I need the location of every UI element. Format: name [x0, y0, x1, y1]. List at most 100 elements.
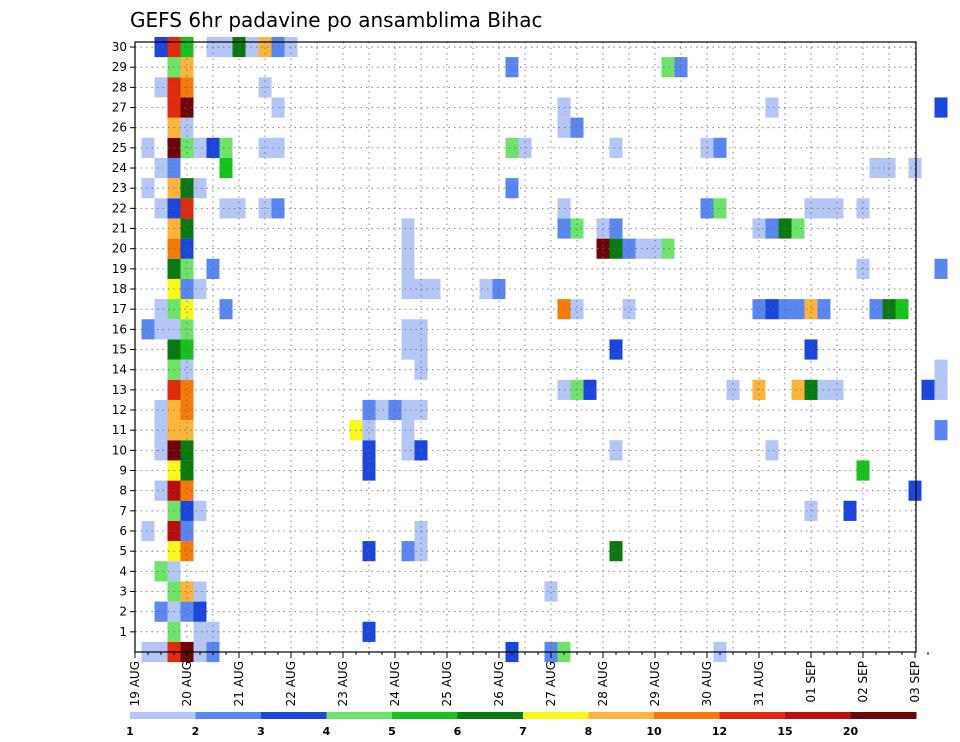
heatmap-cell	[752, 218, 766, 239]
heatmap-cell	[505, 137, 519, 158]
heatmap-cell	[154, 399, 168, 421]
heatmap-cell	[154, 77, 168, 98]
y-tick-label: 29	[112, 60, 127, 74]
x-tick-label: 27 AUG	[544, 661, 558, 706]
y-tick-label: 22	[112, 201, 127, 215]
y-tick-label: 20	[112, 242, 127, 256]
heatmap-cell	[895, 299, 909, 320]
y-tick-label: 23	[112, 181, 127, 195]
heatmap-cell	[791, 299, 805, 320]
y-tick-label: 9	[119, 464, 127, 478]
heatmap-cell	[427, 278, 441, 300]
colorbar-swatch	[326, 712, 393, 719]
y-tick-label: 24	[112, 161, 127, 175]
heatmap-cell	[193, 621, 207, 642]
heatmap-cell	[765, 299, 779, 320]
heatmap-cell	[869, 157, 883, 179]
heatmap-cell	[180, 57, 194, 78]
colorbar-swatch	[719, 712, 786, 719]
colorbar-swatch	[130, 712, 196, 719]
heatmap-cell	[193, 601, 207, 622]
colorbar-swatch	[785, 712, 851, 719]
heatmap-cell	[908, 480, 922, 501]
heatmap-cell	[362, 420, 376, 441]
heatmap-cell	[570, 218, 584, 239]
heatmap-cell	[401, 258, 415, 279]
y-tick-label: 18	[112, 282, 127, 296]
heatmap-cell	[570, 299, 584, 320]
heatmap-cell	[141, 137, 155, 158]
heatmap-cell	[401, 440, 415, 461]
heatmap-cell	[765, 218, 779, 239]
y-tick-label: 11	[112, 423, 127, 437]
heatmap-cell	[219, 157, 233, 179]
x-tick-label: 21 AUG	[232, 661, 246, 706]
x-tick-label: 29 AUG	[648, 661, 662, 706]
heatmap-cell	[856, 460, 870, 481]
x-tick-label: 24 AUG	[388, 661, 402, 706]
heatmap-cell	[375, 399, 389, 421]
y-tick-label: 12	[112, 403, 127, 417]
y-tick-label: 3	[119, 585, 127, 599]
x-tick-label: 30 AUG	[700, 661, 714, 706]
heatmap-cell	[609, 541, 623, 562]
heatmap-cell	[609, 238, 623, 259]
heatmap-cell	[401, 278, 415, 300]
heatmap-cell	[154, 420, 168, 441]
heatmap-cell	[570, 117, 584, 138]
heatmap-cell	[180, 117, 194, 138]
heatmap-cell	[505, 178, 519, 199]
colorbar-label: 4	[323, 725, 331, 738]
x-tick-label: 19 AUG	[128, 661, 142, 706]
colorbar-label: 5	[388, 725, 396, 738]
colorbar-swatch	[588, 712, 655, 719]
heatmap-cell	[791, 379, 805, 400]
colorbar-swatch	[195, 712, 262, 719]
heatmap-cell	[622, 299, 636, 320]
chart-title: GEFS 6hr padavine po ansamblima Bihac	[130, 8, 542, 32]
heatmap-cell	[765, 440, 779, 461]
heatmap-cell	[154, 561, 168, 582]
heatmap-cell	[180, 178, 194, 199]
heatmap-cell	[401, 319, 415, 340]
x-tick-label: 02 SEP	[856, 661, 870, 703]
heatmap-cell	[219, 299, 233, 320]
heatmap-cell	[908, 157, 922, 179]
heatmap-cell	[180, 359, 194, 380]
colorbar-label: 6	[454, 725, 462, 738]
colorbar-label: 15	[777, 725, 792, 738]
heatmap-cell	[401, 541, 415, 562]
heatmap-cell	[713, 137, 727, 158]
heatmap-cell	[180, 480, 194, 501]
heatmap-cell	[154, 319, 168, 340]
y-tick-label: 28	[112, 80, 127, 94]
y-tick-label: 14	[112, 363, 127, 377]
heatmap-cell	[934, 258, 948, 279]
heatmap-cell	[401, 218, 415, 239]
heatmap-cell	[544, 581, 558, 602]
heatmap-cell	[180, 97, 194, 118]
heatmap-cell	[583, 379, 597, 400]
heatmap-cell	[661, 238, 675, 259]
y-tick-label: 27	[112, 101, 127, 115]
x-tick-label: 26 AUG	[492, 661, 506, 706]
y-tick-label: 10	[112, 443, 127, 457]
y-tick-label: 13	[112, 383, 127, 397]
y-tick-label: 4	[119, 564, 127, 578]
heatmap-cell	[752, 299, 766, 320]
heatmap-cell	[180, 299, 194, 320]
heatmap-cell	[804, 339, 818, 360]
heatmap-cell	[219, 36, 233, 58]
x-tick-label: 23 AUG	[336, 661, 350, 706]
heatmap-cell	[362, 541, 376, 562]
colorbar-label: 2	[192, 725, 200, 738]
heatmap-cell	[180, 238, 194, 259]
heatmap-cell	[180, 339, 194, 360]
heatmap-cell	[401, 420, 415, 441]
colorbar-label: 20	[843, 725, 859, 738]
x-tick-label: 31 AUG	[752, 661, 766, 706]
heatmap-cell	[791, 218, 805, 239]
grid-lines	[135, 42, 916, 652]
heatmap-cell	[765, 97, 779, 118]
heatmap-cell	[713, 198, 727, 219]
